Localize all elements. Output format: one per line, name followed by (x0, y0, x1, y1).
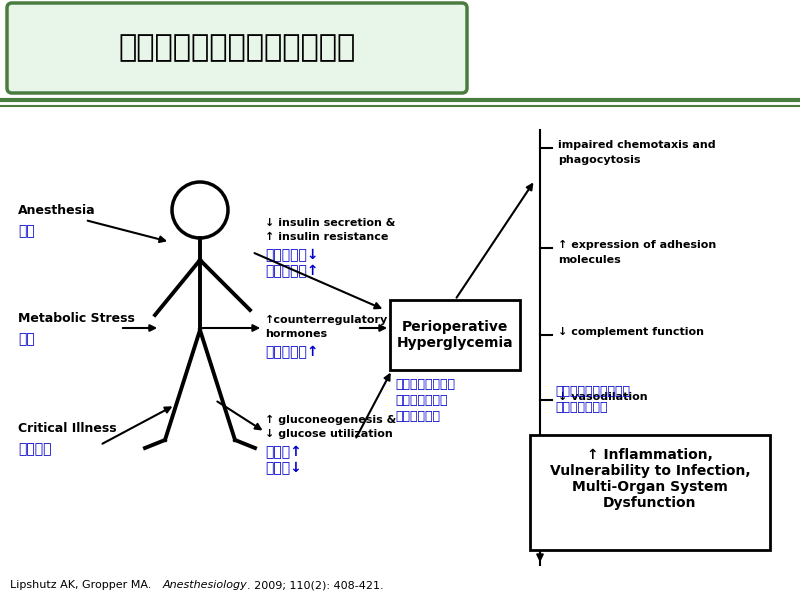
Text: impaired nitric oxide: impaired nitric oxide (558, 462, 688, 472)
Text: 血糖控制恶化: 血糖控制恶化 (395, 410, 440, 423)
Text: Multi-Organ System: Multi-Organ System (572, 480, 728, 494)
Text: ↑ insulin resistance: ↑ insulin resistance (265, 232, 388, 242)
Text: 胰岛素分泌↓: 胰岛素分泌↓ (265, 248, 318, 262)
Text: Dysfunction: Dysfunction (603, 496, 697, 510)
Text: 围手术期患者常出现血糖升高: 围手术期患者常出现血糖升高 (118, 34, 356, 62)
Text: ↓ vasodilation: ↓ vasodilation (558, 392, 648, 402)
Text: ↑counterregulatory: ↑counterregulatory (265, 315, 388, 325)
Text: ↑ gluconeogenesis &: ↑ gluconeogenesis & (265, 415, 396, 425)
FancyBboxPatch shape (530, 435, 770, 550)
Text: Hyperglycemia: Hyperglycemia (397, 336, 514, 350)
FancyBboxPatch shape (390, 300, 520, 370)
Text: 反调节激素↑: 反调节激素↑ (265, 345, 318, 359)
Text: Vulnerability to Infection,: Vulnerability to Infection, (550, 464, 750, 478)
Text: 使已有的糖尿病: 使已有的糖尿病 (395, 394, 447, 407)
Text: 应激: 应激 (18, 332, 34, 346)
Text: . 2009; 110(2): 408-421.: . 2009; 110(2): 408-421. (247, 580, 384, 590)
FancyBboxPatch shape (7, 3, 467, 93)
Text: Anesthesia: Anesthesia (18, 203, 96, 217)
Text: 重症疾病: 重症疾病 (18, 442, 51, 456)
Text: Critical Illness: Critical Illness (18, 421, 117, 434)
Text: hormones: hormones (265, 329, 327, 339)
Text: molecules: molecules (558, 255, 621, 265)
Text: 糖利用↓: 糖利用↓ (265, 461, 302, 475)
Text: ↑ Inflammation,: ↑ Inflammation, (587, 448, 713, 462)
Text: generation: generation (558, 477, 626, 487)
Text: impaired chemotaxis and: impaired chemotaxis and (558, 140, 716, 150)
Text: 围手术期高血糖；: 围手术期高血糖； (395, 378, 455, 391)
Text: 胰岛素抵抗↑: 胰岛素抵抗↑ (265, 264, 318, 278)
Text: Lipshutz AK, Gropper MA.: Lipshutz AK, Gropper MA. (10, 580, 155, 590)
Text: Metabolic Stress: Metabolic Stress (18, 311, 135, 325)
Text: 炎症增加，易于感染，: 炎症增加，易于感染， (555, 385, 630, 398)
Text: Perioperative: Perioperative (402, 320, 508, 334)
Text: ↓ glucose utilization: ↓ glucose utilization (265, 429, 393, 439)
Text: phagocytosis: phagocytosis (558, 155, 641, 165)
Text: ↑ expression of adhesion: ↑ expression of adhesion (558, 240, 716, 250)
Text: ↓ insulin secretion &: ↓ insulin secretion & (265, 218, 395, 228)
Text: ↓ complement function: ↓ complement function (558, 327, 704, 337)
Text: 麻醉: 麻醉 (18, 224, 34, 238)
Text: 糖异生↑: 糖异生↑ (265, 445, 302, 459)
Text: Anesthesiology: Anesthesiology (163, 580, 248, 590)
Text: 多器官功能障碍: 多器官功能障碍 (555, 401, 607, 414)
